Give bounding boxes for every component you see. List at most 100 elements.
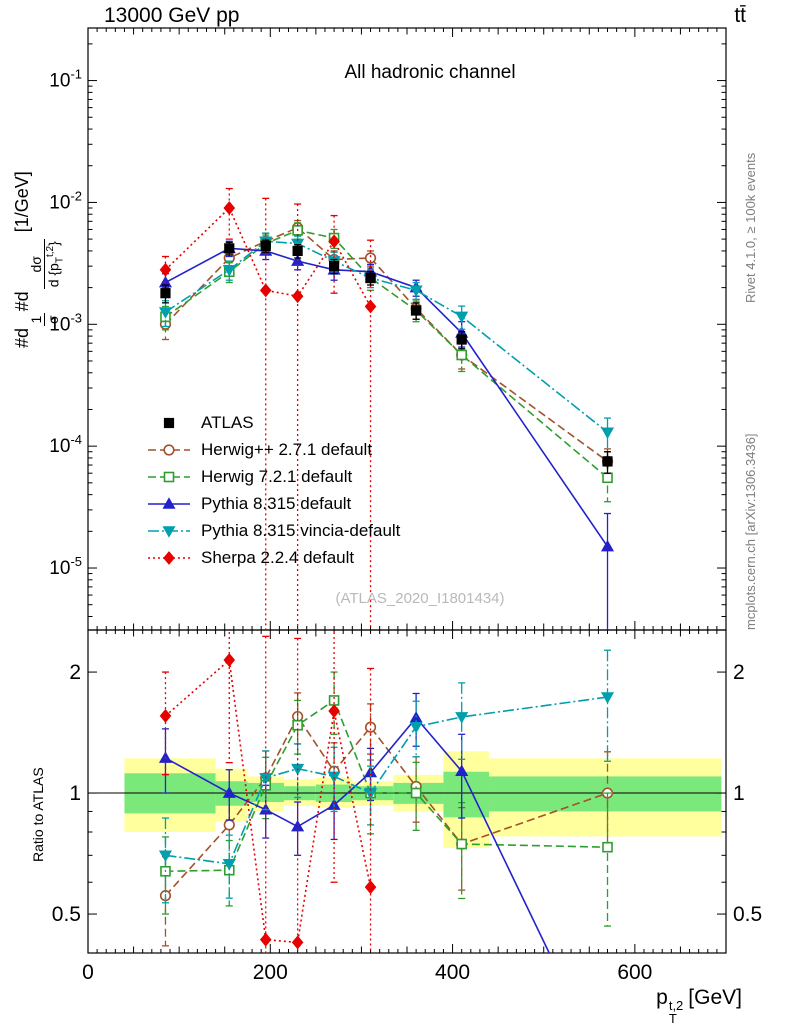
legend-glyph-pythia xyxy=(162,496,176,509)
beam-energy-title: 13000 GeV pp xyxy=(104,4,240,27)
pythia-ratio-marker xyxy=(291,819,305,832)
legend-marker-vincia xyxy=(148,525,190,538)
sherpa-marker xyxy=(259,283,272,298)
y-tick-label-main: 10-5 xyxy=(49,554,82,579)
analysis-watermark: (ATLAS_2020_I1801434) xyxy=(335,590,505,607)
ratio-tick-label-right: 1 xyxy=(733,782,745,805)
xlabel-unit: [GeV] xyxy=(688,986,742,1009)
herwigpp-ratio-marker xyxy=(223,819,235,831)
ratio-line-sherpa xyxy=(164,658,372,944)
atlas-marker xyxy=(328,261,340,272)
ylabel-frac2-den-sub: T xyxy=(54,257,66,264)
y-tick-exponent: -5 xyxy=(70,554,82,569)
sherpa-ratio-marker xyxy=(328,704,340,718)
legend-label-atlas: ATLAS xyxy=(201,412,254,432)
xlabel-sub: T xyxy=(668,1010,677,1024)
legend-item-herwigpp: Herwig++ 2.7.1 default xyxy=(146,436,400,463)
legend-label-sherpa: Sherpa 2.2.4 default xyxy=(201,547,355,567)
legend-marker-herwigpp xyxy=(148,443,190,456)
sherpa-ratio-marker xyxy=(364,880,377,895)
y-tick-exponent: -4 xyxy=(70,432,82,447)
ylabel-frac2-den-sup: t,2 xyxy=(45,245,57,258)
atlas-marker xyxy=(292,245,303,257)
legend-glyph-herwigpp xyxy=(163,443,175,456)
legend-glyph-herwig7 xyxy=(163,471,175,482)
legend-label-pythia: Pythia 8.315 default xyxy=(201,493,352,513)
legend-item-herwig7: Herwig 7.2.1 default xyxy=(146,463,400,490)
ylabel-frac2-den-post: } xyxy=(46,241,63,246)
band-green xyxy=(443,771,490,818)
series-line-sherpa xyxy=(164,206,372,307)
y-tick-label-main: 10-1 xyxy=(49,67,82,92)
xlabel-base: p xyxy=(656,986,668,1009)
atlas-marker xyxy=(160,288,171,299)
ratio-tick-label-left: 2 xyxy=(69,661,81,684)
ylabel-frac2-den-pre: d {p xyxy=(46,263,63,288)
ylabel-frac1-num: 1 xyxy=(28,315,45,324)
x-tick-label: 0 xyxy=(82,961,94,984)
pythia-ratio-marker xyxy=(455,764,469,777)
process-title: tt̄ xyxy=(734,4,746,27)
ylabel-frac2-num: dσ xyxy=(28,256,45,273)
atlas-marker xyxy=(224,243,235,254)
vincia-marker xyxy=(409,285,423,298)
xlabel-supsub: t,2 T xyxy=(669,999,683,1024)
vincia-marker xyxy=(158,307,173,319)
ylabel-fraction-2: dσ d {pTt,2} xyxy=(28,239,67,290)
ylabel-unit: [1/GeV] xyxy=(12,171,32,233)
sherpa-marker xyxy=(364,299,377,314)
main-y-axis-label: #d 1 σ #d dσ d {pTt,2} [1/GeV] xyxy=(12,171,67,348)
ylabel-frac1-den: σ xyxy=(44,313,62,326)
xlabel-sup: t,2 xyxy=(668,997,684,1013)
legend-label-herwig7: Herwig 7.2.1 default xyxy=(201,466,353,486)
legend-marker-herwig7 xyxy=(148,471,190,482)
vincia-ratio-marker xyxy=(600,692,615,704)
legend-item-vincia: Pythia 8.315 vincia-default xyxy=(146,517,400,544)
y-tick-exponent: -3 xyxy=(70,310,82,325)
sherpa-ratio-marker xyxy=(223,653,236,667)
atlas-marker xyxy=(456,334,467,345)
legend-marker-atlas xyxy=(163,417,175,428)
legend: ATLAS Herwig++ 2.7.1 default Herwig 7.2.1 … xyxy=(146,409,400,571)
ratio-y-axis-label: Ratio to ATLAS xyxy=(30,767,46,862)
x-axis-label: p t,2 T [GeV] xyxy=(440,986,742,1024)
sherpa-ratio-marker xyxy=(259,932,272,947)
herwig7-ratio-marker xyxy=(602,841,613,853)
ratio-tick-label-left: 0.5 xyxy=(52,903,81,926)
atlas-marker xyxy=(411,305,422,316)
series-ratio-sherpa xyxy=(159,630,377,953)
sherpa-ratio-marker xyxy=(291,935,304,950)
ratio-tick-label-left: 1 xyxy=(69,782,81,805)
pythia-ratio-marker xyxy=(222,786,236,798)
sherpa-ratio-marker xyxy=(159,708,172,723)
x-tick-label: 600 xyxy=(617,961,652,984)
vincia-marker xyxy=(222,265,236,277)
x-tick-label: 400 xyxy=(435,961,470,984)
rivet-version-label: Rivet 4.1.0, ≥ 100k events xyxy=(743,152,758,303)
ylabel-frac2-den: d {pTt,2} xyxy=(44,239,67,290)
atlas-marker xyxy=(602,456,613,467)
vincia-ratio-marker xyxy=(409,722,423,734)
panel-title: All hadronic channel xyxy=(344,62,516,83)
legend-glyph-vincia xyxy=(162,525,176,538)
vincia-marker xyxy=(455,311,469,324)
series-main-sherpa xyxy=(159,187,377,630)
series-ratio-pythia xyxy=(158,692,551,953)
sherpa-marker xyxy=(291,289,304,304)
series-main-atlas xyxy=(160,239,613,474)
legend-glyph-sherpa xyxy=(163,550,175,565)
vincia-marker xyxy=(600,427,615,439)
legend-label-herwigpp: Herwig++ 2.7.1 default xyxy=(201,439,373,459)
x-tick-label: 200 xyxy=(253,961,288,984)
herwigpp-marker xyxy=(364,252,377,264)
y-tick-exponent: -2 xyxy=(70,188,82,203)
y-tick-exponent: -1 xyxy=(70,67,82,82)
legend-item-pythia: Pythia 8.315 default xyxy=(146,490,400,517)
vincia-ratio-marker xyxy=(222,859,236,871)
vincia-ratio-marker xyxy=(259,773,273,785)
legend-label-vincia: Pythia 8.315 vincia-default xyxy=(201,520,401,540)
herwig7-marker xyxy=(602,472,613,484)
